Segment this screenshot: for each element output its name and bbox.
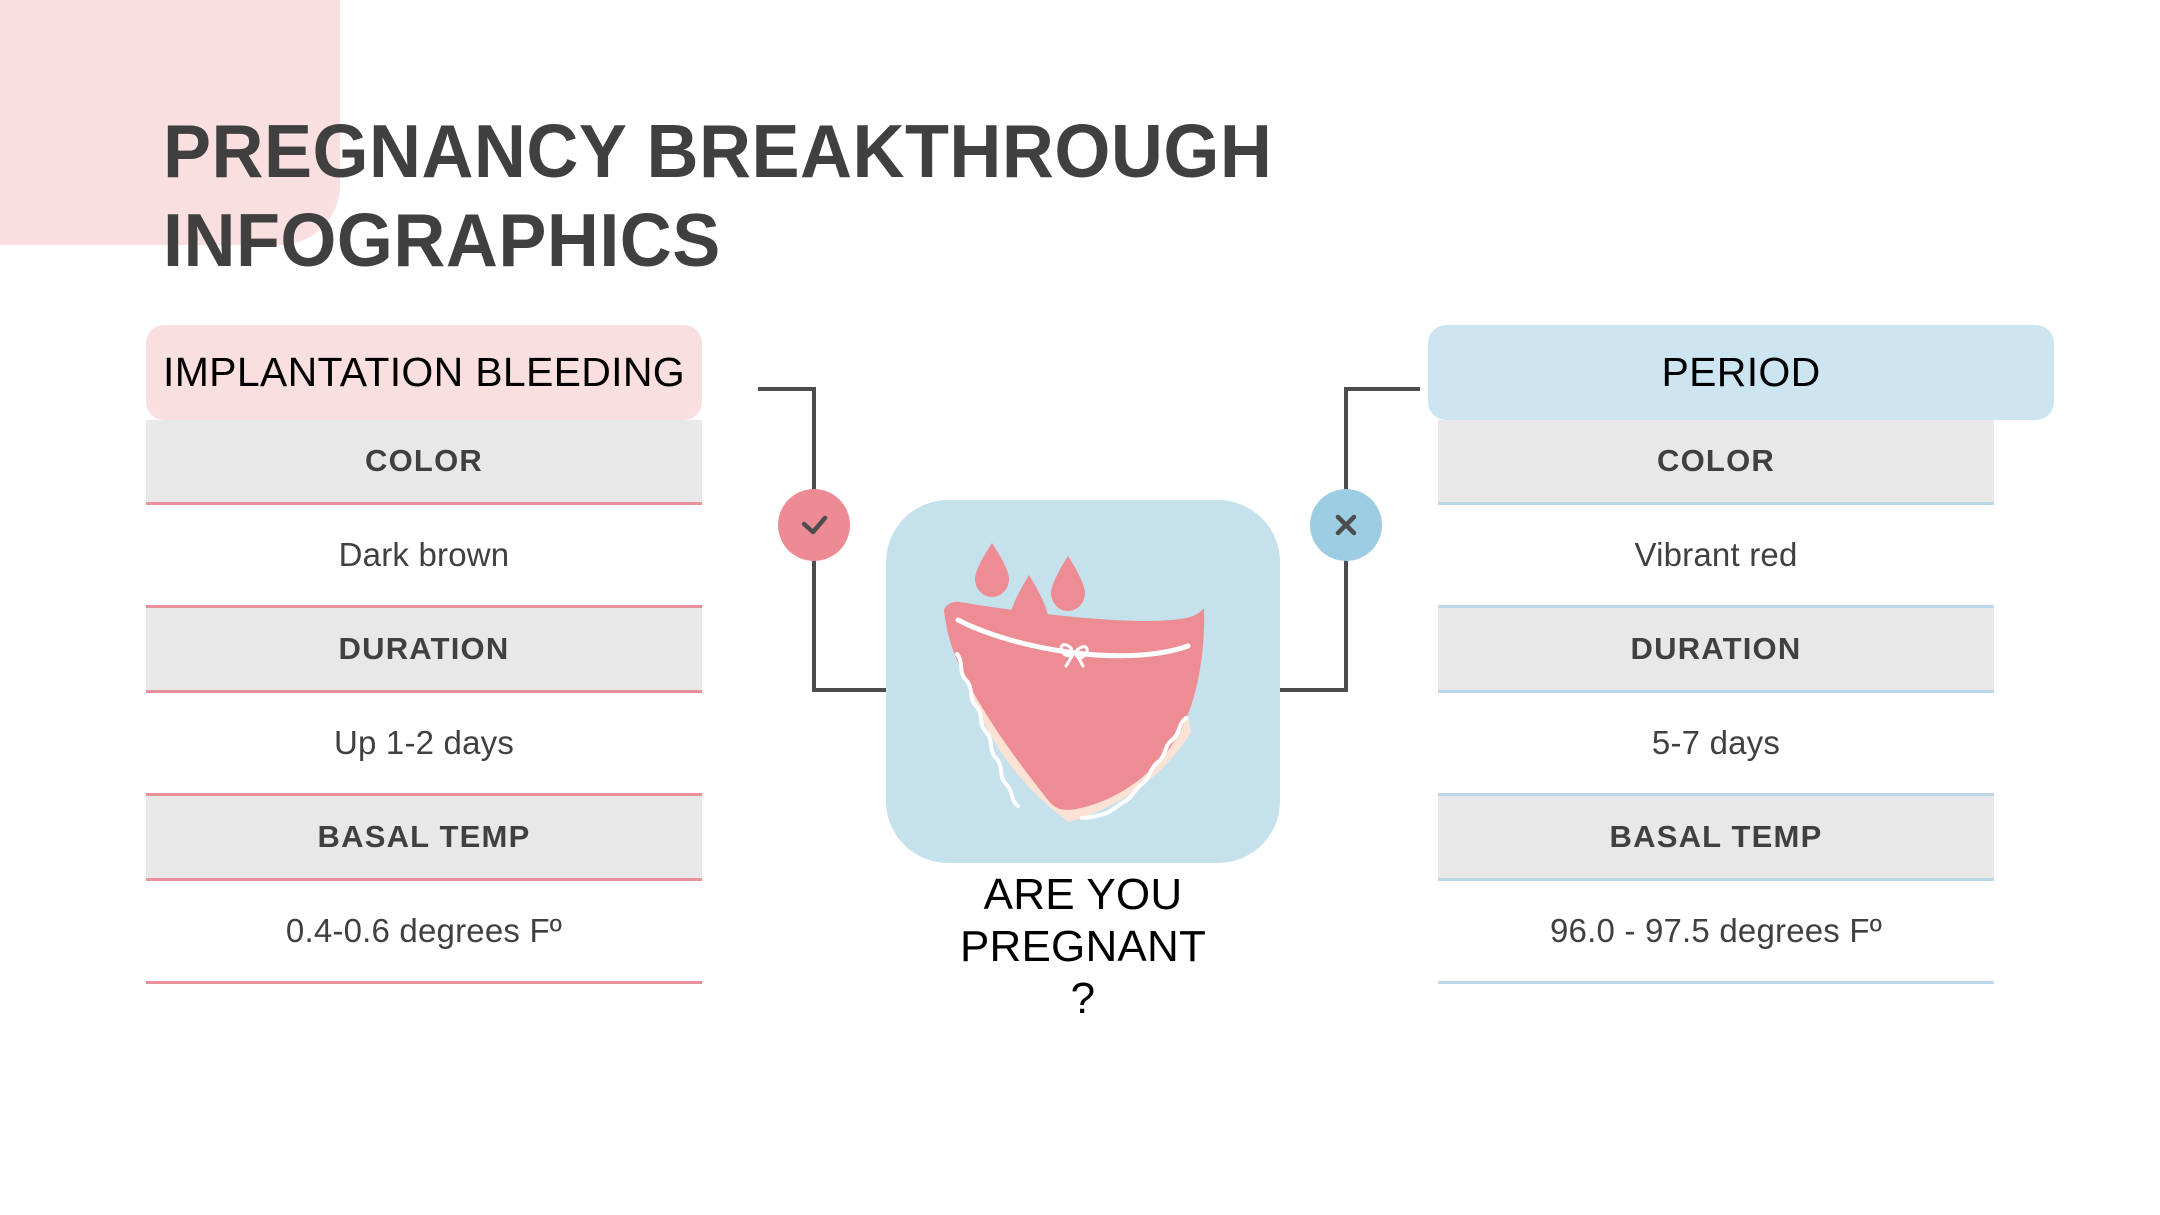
rows-period: COLOR Vibrant red DURATION 5-7 days BASA… <box>1438 420 2014 984</box>
center-caption: ARE YOU PREGNANT ? <box>886 869 1280 1025</box>
row-divider <box>1438 605 1994 608</box>
underwear-illustration-card <box>886 500 1280 863</box>
caption-line-2: PREGNANT <box>959 921 1207 971</box>
row-divider <box>146 690 702 693</box>
row-value-duration: Up 1-2 days <box>333 724 515 761</box>
row-divider <box>1438 690 1994 693</box>
row-divider <box>146 793 702 796</box>
row-divider <box>146 878 702 881</box>
row-label-basal-temp: BASAL TEMP <box>146 796 702 878</box>
check-icon <box>801 515 828 535</box>
row-value-color: Vibrant red <box>1634 536 1798 573</box>
cross-badge <box>1310 489 1382 561</box>
row-divider <box>1438 502 1994 505</box>
row-label-basal-temp: BASAL TEMP <box>1438 796 1994 878</box>
row-value-color: Dark brown <box>338 536 510 573</box>
underwear-with-blood-drops-icon <box>944 543 1205 822</box>
caption-line-1: ARE YOU <box>983 870 1183 919</box>
row-value-duration: 5-7 days <box>1651 724 1781 761</box>
row-divider <box>1438 878 1994 881</box>
column-period: PERIOD COLOR Vibrant red DURATION 5-7 da… <box>1428 325 2054 984</box>
row-divider <box>1438 793 1994 796</box>
row-label-color: COLOR <box>1438 420 1994 502</box>
check-badge <box>778 489 850 561</box>
column-implantation-bleeding: IMPLANTATION BLEEDING COLOR Dark brown D… <box>146 325 722 984</box>
rows-implantation-bleeding: COLOR Dark brown DURATION Up 1-2 days BA… <box>146 420 722 984</box>
caption-line-3: ? <box>1070 973 1096 1023</box>
row-label-duration: DURATION <box>146 608 702 690</box>
row-divider <box>1438 981 1994 984</box>
row-value-basal-temp: 96.0 - 97.5 degrees Fº <box>1550 912 1882 949</box>
row-value-basal-temp: 0.4-0.6 degrees Fº <box>285 912 563 949</box>
column-header-period: PERIOD <box>1428 325 2054 420</box>
row-divider <box>146 502 702 505</box>
decorative-corner-shape <box>0 0 340 245</box>
center-panel: ARE YOU PREGNANT ? <box>886 500 1280 1025</box>
row-divider <box>146 605 702 608</box>
row-label-duration: DURATION <box>1438 608 1994 690</box>
row-divider <box>146 981 702 984</box>
row-label-color: COLOR <box>146 420 702 502</box>
close-icon <box>1335 514 1357 536</box>
column-header-implantation-bleeding: IMPLANTATION BLEEDING <box>146 325 702 420</box>
page-title: PREGNANCY BREAKTHROUGH INFOGRAPHICS <box>163 109 1273 282</box>
